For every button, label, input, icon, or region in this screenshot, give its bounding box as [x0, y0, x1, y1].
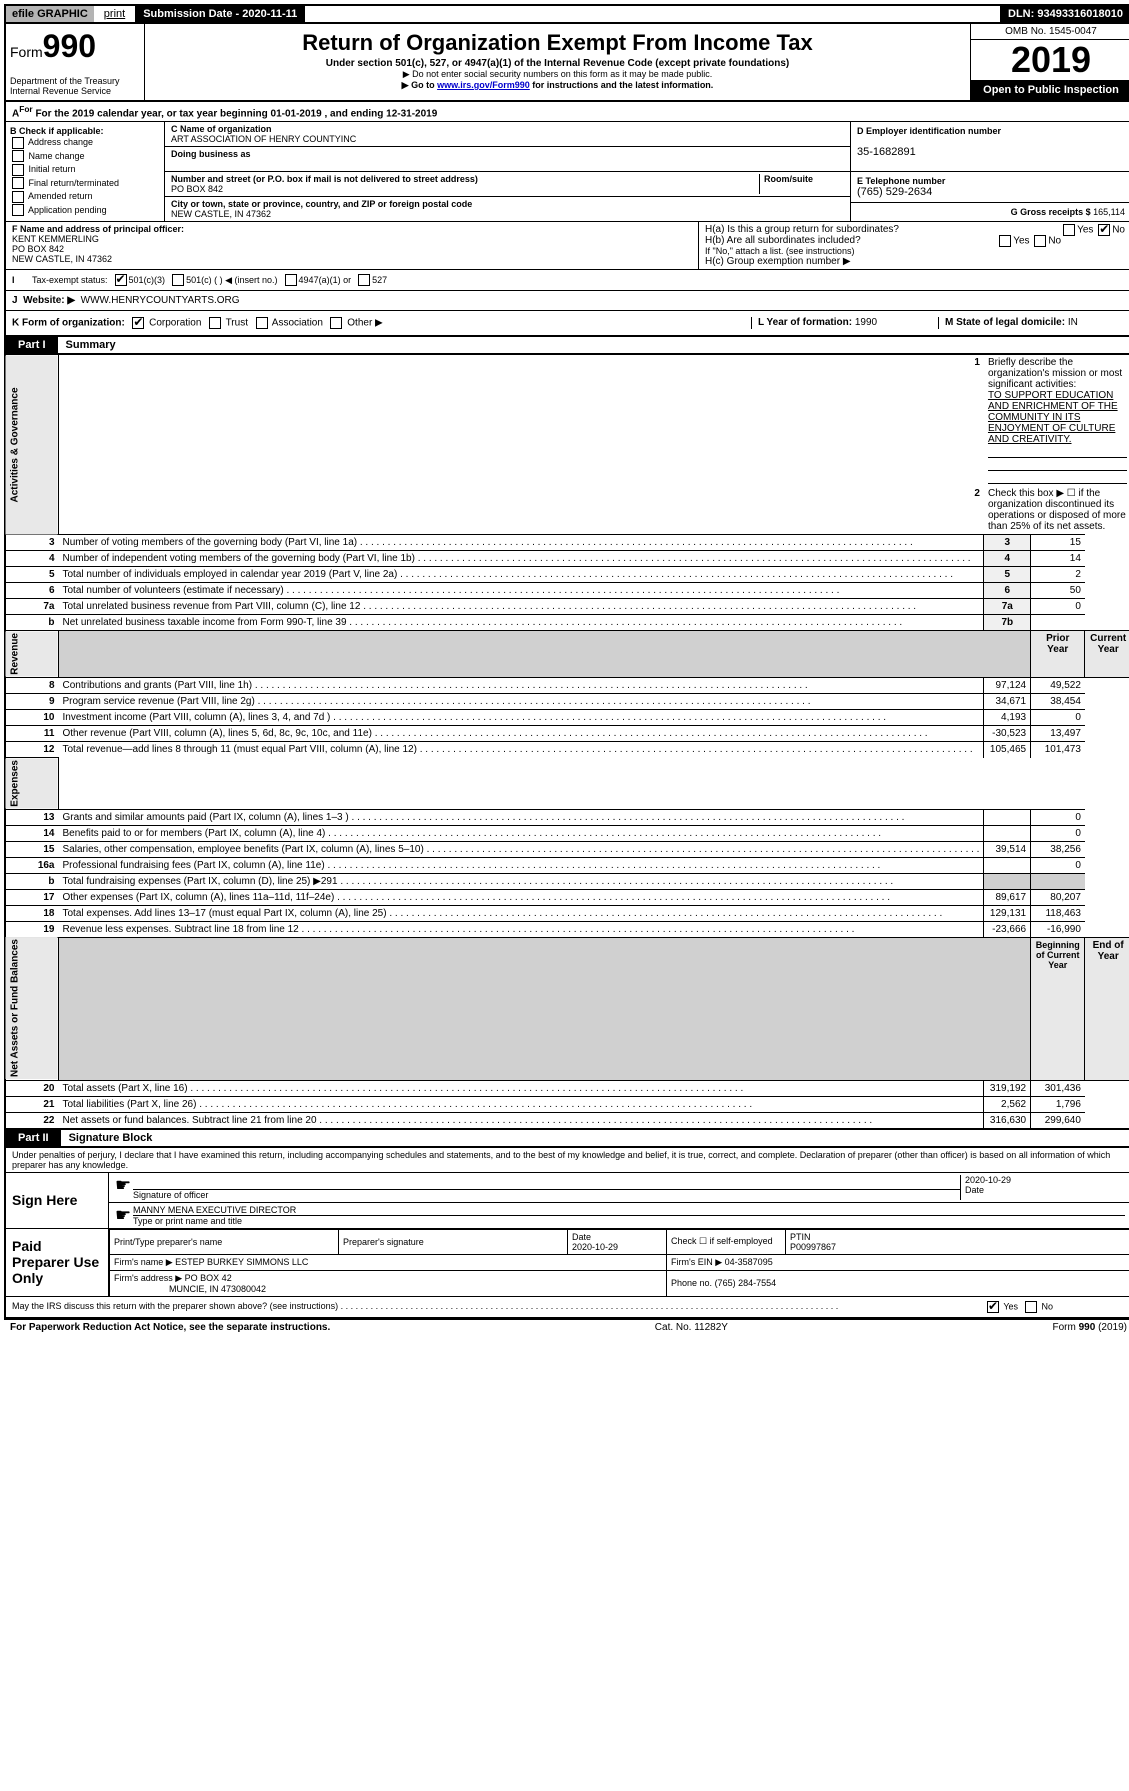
ein: 35-1682891	[857, 146, 1125, 158]
print-link[interactable]: print	[98, 6, 131, 22]
footer: For Paperwork Reduction Act Notice, see …	[4, 1319, 1129, 1335]
group-return: H(a) Is this a group return for subordin…	[698, 222, 1129, 269]
table-row: 3Number of voting members of the governi…	[5, 535, 1129, 551]
vlabel-netassets: Net Assets or Fund Balances	[5, 937, 59, 1080]
chk-501c[interactable]	[172, 274, 184, 286]
omb-number: OMB No. 1545-0047	[971, 24, 1129, 40]
table-row: 21Total liabilities (Part X, line 26)2,5…	[5, 1096, 1129, 1112]
vlabel-expenses: Expenses	[5, 758, 59, 810]
chk-other[interactable]	[330, 317, 342, 329]
table-row: 18Total expenses. Add lines 13–17 (must …	[5, 905, 1129, 921]
chk-assoc[interactable]	[256, 317, 268, 329]
firm-phone: (765) 284-7554	[715, 1278, 777, 1288]
form-label: Form	[10, 44, 43, 60]
form-header: Form990 Department of the Treasury Inter…	[4, 24, 1129, 102]
table-row: bTotal fundraising expenses (Part IX, co…	[5, 873, 1129, 889]
header-right: OMB No. 1545-0047 2019 Open to Public In…	[970, 24, 1129, 100]
dln: DLN: 93493316018010	[1000, 6, 1129, 22]
top-bar: efile GRAPHIC print Submission Date - 20…	[4, 4, 1129, 24]
table-row: 6Total number of volunteers (estimate if…	[5, 583, 1129, 599]
city-state-zip: NEW CASTLE, IN 47362	[171, 209, 844, 219]
entity-section: AFor For the 2019 calendar year, or tax …	[4, 102, 1129, 337]
tax-year-big: 2019	[971, 40, 1129, 80]
firm-addr: PO BOX 42	[185, 1273, 232, 1283]
vlabel-governance: Activities & Governance	[5, 355, 59, 535]
firm-name: ESTEP BURKEY SIMMONS LLC	[175, 1257, 308, 1267]
table-row: 20Total assets (Part X, line 16)319,1923…	[5, 1080, 1129, 1096]
discuss-question: May the IRS discuss this return with the…	[12, 1301, 985, 1313]
table-row: 12Total revenue—add lines 8 through 11 (…	[5, 742, 1129, 758]
table-row: 13Grants and similar amounts paid (Part …	[5, 809, 1129, 825]
form990-link[interactable]: www.irs.gov/Form990	[437, 80, 530, 90]
website: WWW.HENRYCOUNTYARTS.ORG	[81, 295, 240, 306]
table-row: 8Contributions and grants (Part VIII, li…	[5, 678, 1129, 694]
dept-treasury: Department of the Treasury	[10, 76, 140, 86]
tax-exempt-status: I Tax-exempt status: 501(c)(3) 501(c) ( …	[6, 269, 1129, 290]
table-row: 10Investment income (Part VIII, column (…	[5, 710, 1129, 726]
table-row: 14Benefits paid to or for members (Part …	[5, 825, 1129, 841]
submission-date: Submission Date - 2020-11-11	[135, 6, 305, 22]
part2-header: Part II Signature Block	[4, 1130, 1129, 1148]
phone: (765) 529-2634	[857, 186, 1125, 198]
table-row: 22Net assets or fund balances. Subtract …	[5, 1112, 1129, 1129]
note-ssn: ▶ Do not enter social security numbers o…	[153, 69, 962, 80]
table-row: 17Other expenses (Part IX, column (A), l…	[5, 889, 1129, 905]
tax-year-row: AFor For the 2019 calendar year, or tax …	[6, 102, 1129, 122]
table-row: 15Salaries, other compensation, employee…	[5, 841, 1129, 857]
preparer-table: Print/Type preparer's name Preparer's si…	[109, 1229, 1129, 1296]
form-org-row: K Form of organization: Corporation Trus…	[6, 310, 1129, 335]
table-row: 4Number of independent voting members of…	[5, 551, 1129, 567]
right-info-block: D Employer identification number 35-1682…	[850, 122, 1129, 221]
table-row: 16aProfessional fundraising fees (Part I…	[5, 857, 1129, 873]
part1-header: Part I Summary	[4, 337, 1129, 355]
form-title: Return of Organization Exempt From Incom…	[153, 30, 962, 56]
header-left: Form990 Department of the Treasury Inter…	[6, 24, 145, 100]
principal-officer: F Name and address of principal officer:…	[6, 222, 698, 269]
table-row: 7aTotal unrelated business revenue from …	[5, 599, 1129, 615]
opt-address-change[interactable]: Address change	[10, 136, 160, 150]
opt-final-return[interactable]: Final return/terminated	[10, 177, 160, 191]
chk-trust[interactable]	[209, 317, 221, 329]
chk-corp[interactable]	[132, 317, 144, 329]
summary-table: Activities & Governance 1 Briefly descri…	[4, 355, 1129, 1129]
chk-501c3[interactable]	[115, 274, 127, 286]
signature-block: Under penalties of perjury, I declare th…	[4, 1148, 1129, 1319]
form-number: 990	[43, 28, 96, 64]
chk-4947[interactable]	[285, 274, 297, 286]
open-public: Open to Public Inspection	[971, 80, 1129, 100]
irs: Internal Revenue Service	[10, 86, 140, 96]
table-row: 5Total number of individuals employed in…	[5, 567, 1129, 583]
efile-label: efile GRAPHIC	[6, 6, 94, 22]
form-subtitle: Under section 501(c), 527, or 4947(a)(1)…	[153, 58, 962, 69]
officer-name: MANNY MENA EXECUTIVE DIRECTOR	[133, 1205, 1125, 1216]
mission-text: TO SUPPORT EDUCATION AND ENRICHMENT OF T…	[988, 390, 1118, 445]
year-formation: 1990	[855, 317, 877, 328]
sign-here-label: Sign Here	[6, 1173, 108, 1228]
discuss-yes[interactable]	[987, 1301, 999, 1313]
opt-initial-return[interactable]: Initial return	[10, 163, 160, 177]
vlabel-revenue: Revenue	[5, 631, 59, 678]
table-row: 19Revenue less expenses. Subtract line 1…	[5, 921, 1129, 937]
firm-ein: 04-3587095	[725, 1257, 773, 1267]
check-applicable: B Check if applicable: Address change Na…	[6, 122, 165, 221]
note-goto: ▶ Go to www.irs.gov/Form990 for instruct…	[153, 80, 962, 91]
state-domicile: IN	[1068, 317, 1078, 328]
name-address-block: C Name of organization ART ASSOCIATION O…	[165, 122, 850, 221]
table-row: 11Other revenue (Part VIII, column (A), …	[5, 726, 1129, 742]
table-row: 9Program service revenue (Part VIII, lin…	[5, 694, 1129, 710]
gross-receipts: 165,114	[1093, 207, 1125, 217]
table-row: bNet unrelated business taxable income f…	[5, 615, 1129, 631]
chk-527[interactable]	[358, 274, 370, 286]
opt-name-change[interactable]: Name change	[10, 150, 160, 164]
sig-date: 2020-10-29	[965, 1175, 1125, 1185]
paid-preparer-label: Paid Preparer Use Only	[6, 1229, 108, 1296]
street-address: PO BOX 842	[171, 184, 759, 194]
header-center: Return of Organization Exempt From Incom…	[145, 24, 970, 100]
opt-application[interactable]: Application pending	[10, 204, 160, 218]
org-name: ART ASSOCIATION OF HENRY COUNTYINC	[171, 134, 844, 144]
opt-amended[interactable]: Amended return	[10, 190, 160, 204]
discuss-no[interactable]	[1025, 1301, 1037, 1313]
ptin: P00997867	[790, 1242, 836, 1252]
website-row: J Website: ▶ WWW.HENRYCOUNTYARTS.ORG	[6, 290, 1129, 310]
